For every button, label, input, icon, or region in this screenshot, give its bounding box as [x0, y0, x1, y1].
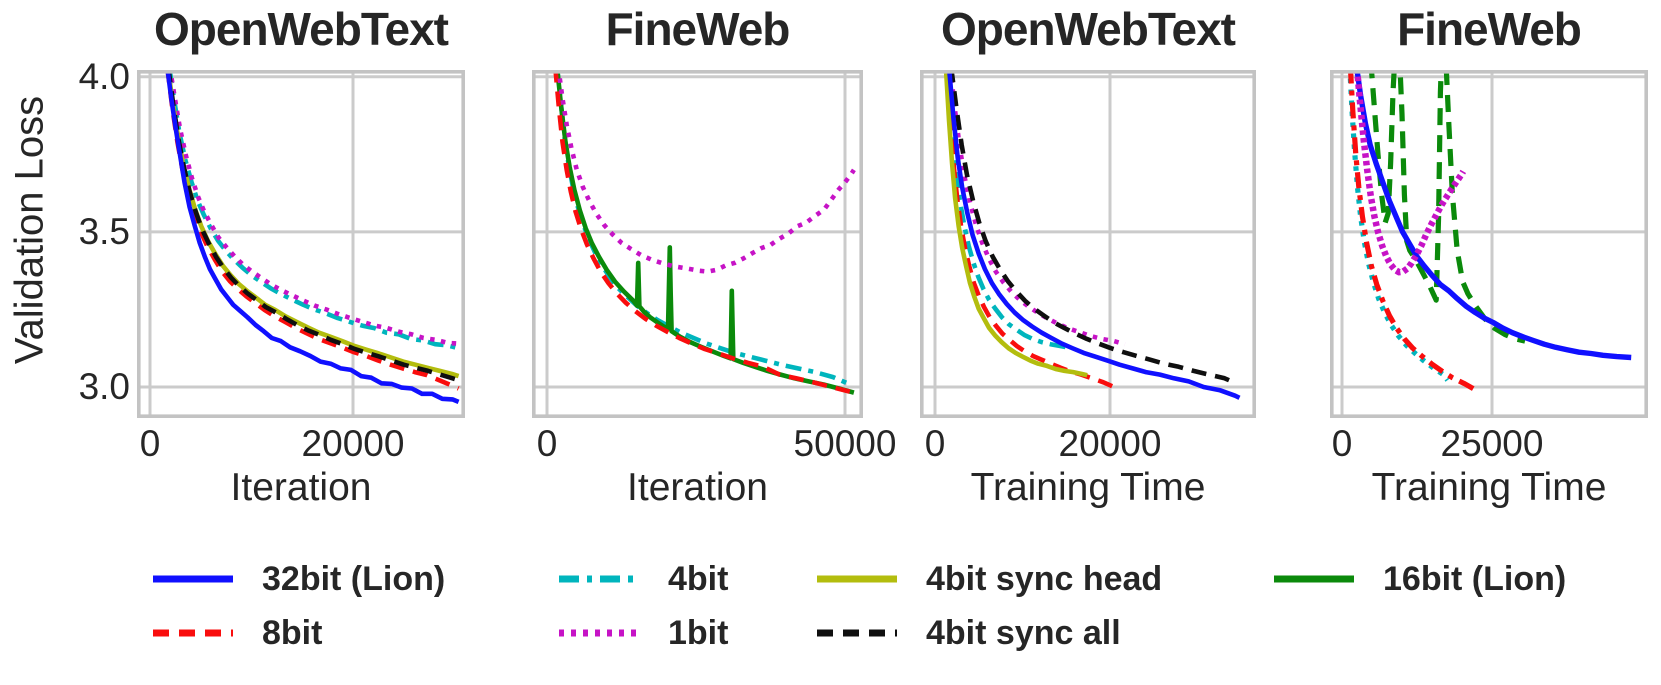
legend-line-4bit-sync-head [817, 575, 897, 583]
x-axis-label: Training Time [970, 466, 1206, 509]
series-8bit [944, 70, 1114, 389]
panel-title: OpenWebText [154, 3, 449, 55]
series-4bit-sync-all [166, 70, 460, 383]
series-4bit [945, 70, 1068, 350]
x-tick-label: 0 [536, 423, 558, 464]
x-tick-label: 20000 [1058, 423, 1162, 464]
legend-item-4bit-sync-head: 4bit sync head [814, 556, 1162, 602]
legend-item-32bit-lion: 32bit (Lion) [150, 556, 445, 602]
x-tick-label: 25000 [1440, 423, 1544, 464]
plot-border [1330, 70, 1648, 418]
panel-title: OpenWebText [941, 3, 1236, 55]
x-tick-label: 50000 [793, 423, 897, 464]
series-16bit-lion [555, 70, 855, 395]
plot-border [532, 70, 863, 418]
plot-area [137, 70, 465, 418]
panel-fineweb-time: FineWeb 0 25000 Training Time [1330, 0, 1648, 520]
plot-area [920, 70, 1256, 418]
x-tick-label: 0 [1331, 423, 1353, 464]
series-8bit [165, 70, 460, 391]
legend-line-1bit [559, 629, 639, 637]
legend-label: 4bit sync all [926, 613, 1121, 652]
legend-line-32bit-lion [153, 575, 233, 583]
y-tick-label: 4.0 [78, 56, 130, 97]
series-4bit [167, 70, 460, 351]
series-8bit [1347, 70, 1478, 393]
y-axis-label: Validation Loss [7, 95, 52, 365]
series-4bit-sync-head [943, 70, 1088, 378]
legend-label: 4bit [668, 559, 729, 598]
x-ticks: 0 50000 [532, 424, 897, 468]
series-1bit [948, 70, 1126, 347]
legend-item-1bit: 1bit [556, 610, 728, 656]
legend-line-4bit [559, 575, 639, 583]
series-32bit-lion [165, 70, 460, 405]
x-ticks: 0 25000 [1330, 424, 1648, 468]
plot-border [137, 70, 465, 418]
panel-title: FineWeb [605, 3, 791, 55]
legend-label: 4bit sync head [926, 559, 1163, 598]
legend-line-4bit-sync-all [817, 629, 897, 637]
legend-item-8bit: 8bit [150, 610, 322, 656]
x-tick-label: 20000 [301, 423, 405, 464]
x-axis-label: Training Time [1371, 466, 1607, 509]
series-32bit-lion [946, 70, 1241, 400]
plot-border [920, 70, 1256, 418]
x-tick-label: 0 [139, 423, 161, 464]
plot-area [1330, 70, 1648, 418]
legend-item-4bit: 4bit [556, 556, 728, 602]
x-tick-label: 0 [924, 423, 946, 464]
legend-label: 1bit [668, 613, 729, 652]
panel-openwebtext-iteration: OpenWebText 0 20000 Iteration [137, 0, 465, 520]
legend-item-4bit-sync-all: 4bit sync all [814, 610, 1121, 656]
x-ticks: 0 20000 [920, 424, 1256, 468]
panel-fineweb-iteration: FineWeb 0 50000 Iteration [532, 0, 897, 520]
x-axis-label: Iteration [230, 466, 372, 509]
legend-line-8bit [153, 629, 233, 637]
series-1bit [556, 70, 856, 274]
panel-openwebtext-time: OpenWebText 0 20000 Training Time [920, 0, 1256, 520]
series-32bit-lion [1354, 70, 1632, 361]
panel-title: FineWeb [1397, 3, 1582, 55]
y-tick-label: 3.0 [78, 366, 130, 407]
y-tick-label: 3.5 [78, 211, 130, 252]
series-4bit [555, 70, 854, 388]
legend-label: 16bit (Lion) [1383, 559, 1567, 598]
legend-item-16bit-lion: 16bit (Lion) [1271, 556, 1566, 602]
legend-line-16bit-lion [1274, 575, 1354, 583]
legend-label: 32bit (Lion) [262, 559, 446, 598]
legend-label: 8bit [262, 613, 323, 652]
series-8bit [553, 70, 851, 394]
plot-area [532, 70, 863, 418]
x-axis-label: Iteration [627, 466, 768, 509]
series-1bit [1353, 70, 1467, 276]
series-4bit-sync-all [949, 70, 1230, 383]
series-1bit [167, 70, 459, 346]
x-ticks: 0 20000 [137, 424, 465, 468]
